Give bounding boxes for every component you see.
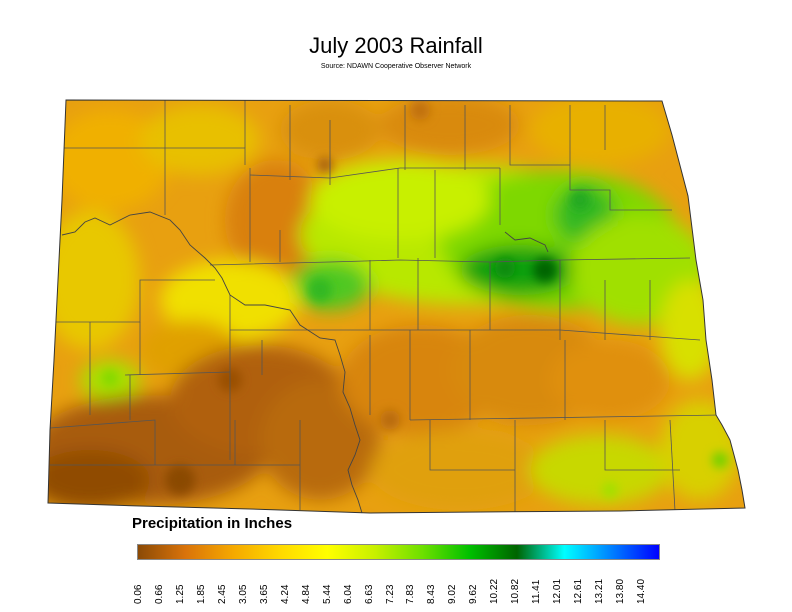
legend-tick: 2.45: [216, 584, 228, 604]
legend-tick: 1.25: [174, 584, 186, 604]
legend-tick: 9.02: [447, 584, 459, 604]
legend-tick: 3.65: [258, 584, 270, 604]
legend-tick: 12.61: [573, 578, 585, 604]
legend-tick: 4.24: [279, 584, 291, 604]
legend-tick: 0.66: [153, 584, 165, 604]
map-source: Source: NDAWN Cooperative Observer Netwo…: [320, 63, 472, 70]
legend-tick: 9.62: [468, 584, 480, 604]
county-boundaries: [49, 100, 721, 512]
legend-tick: 13.21: [594, 578, 606, 604]
legend-tick: 6.63: [363, 584, 375, 604]
legend-tick: 10.22: [489, 578, 501, 604]
legend-title: Precipitation in Inches: [132, 515, 293, 532]
legend-tick: 3.05: [237, 584, 249, 604]
legend-tick: 7.23: [384, 584, 396, 604]
legend-tick: 11.41: [531, 579, 543, 604]
legend-tick: 14.40: [636, 578, 648, 604]
legend-tick: 12.01: [552, 578, 564, 604]
legend-tick: 13.80: [615, 578, 627, 604]
legend-tick: 4.84: [300, 584, 312, 604]
rainfall-surface: [48, 100, 745, 513]
legend-color-scale: [137, 544, 660, 560]
map-title: July 2003 Rainfall: [309, 33, 483, 58]
legend-tick: 10.82: [510, 578, 522, 604]
legend-tick: 0.06: [133, 584, 144, 604]
legend-tick: 1.85: [195, 584, 207, 604]
legend-tick: 7.83: [405, 584, 417, 604]
legend-tick: 5.44: [321, 584, 333, 604]
river-boundary: [61, 211, 549, 514]
legend-tick: 8.43: [426, 584, 438, 604]
legend-tick: 6.04: [342, 584, 354, 604]
legend-tick-labels: 0.06 0.66 1.25 1.85 2.45 3.05 3.65 4.24 4.84 5.44…: [0, 566, 792, 606]
